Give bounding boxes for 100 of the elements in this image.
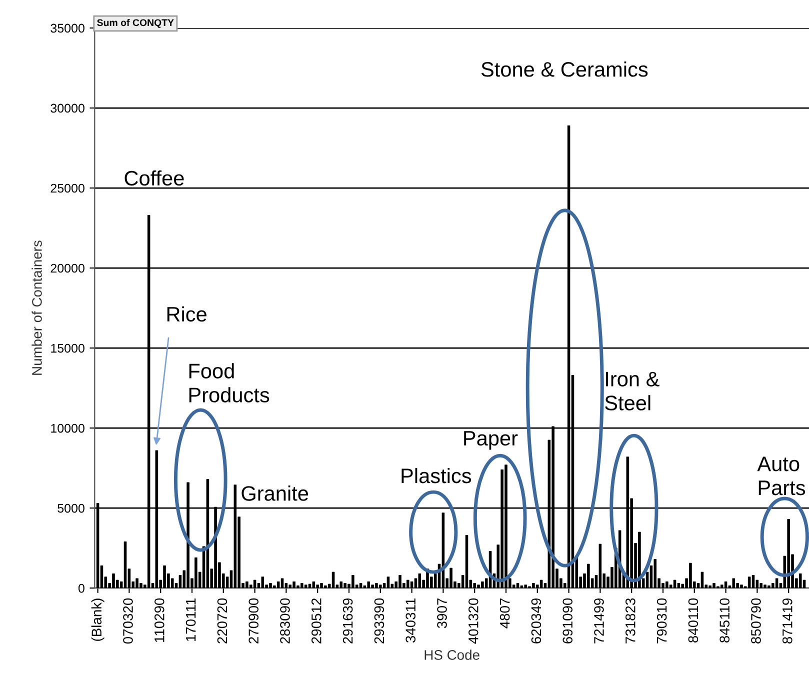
annotation: Paper xyxy=(464,431,518,450)
x-tick-label: 401320 xyxy=(468,598,478,644)
bar xyxy=(246,581,248,588)
bar xyxy=(276,581,280,588)
bar xyxy=(320,583,323,588)
x-tick-label: 283090 xyxy=(280,598,290,644)
x-tick-label: 293390 xyxy=(374,598,384,644)
bar xyxy=(732,578,736,588)
x-tick-label: 340311 xyxy=(406,598,416,643)
x-tick-label: 840110 xyxy=(688,598,698,642)
bar xyxy=(516,583,520,588)
bar xyxy=(689,562,692,588)
bar xyxy=(304,584,308,588)
bar xyxy=(524,584,528,588)
annotation: Auto Parts xyxy=(757,456,806,496)
x-tick-label: 790310 xyxy=(656,598,667,644)
bar xyxy=(654,559,657,588)
x-tick-label: 270900 xyxy=(248,598,259,644)
bar xyxy=(163,565,166,588)
x-tick-label: 850790 xyxy=(751,598,761,644)
y-tick-label: 10000 xyxy=(51,424,84,433)
bar xyxy=(136,578,138,588)
x-tick-label: 721499 xyxy=(594,598,604,644)
bar xyxy=(418,573,422,588)
bar xyxy=(312,581,316,588)
x-tick-label: 220720 xyxy=(217,598,228,644)
bar xyxy=(292,581,296,588)
annotation: Stone & Ceramics xyxy=(481,61,648,77)
bar xyxy=(261,576,264,588)
x-tick-label: 3907 xyxy=(437,598,447,628)
x-tick-label: 170111 xyxy=(186,598,196,642)
bar xyxy=(720,584,724,588)
y-tick-label: 20000 xyxy=(50,264,84,273)
y-tick-label: 30000 xyxy=(50,104,84,113)
text: Sum of CONQTY xyxy=(97,18,174,28)
annotation: Rice xyxy=(167,306,206,322)
bar xyxy=(124,541,127,588)
bar xyxy=(340,581,343,588)
bar xyxy=(798,573,802,588)
bar xyxy=(532,583,535,588)
annotation: Food Products xyxy=(189,363,270,402)
annotation: Iron & Steel xyxy=(605,372,660,410)
bar xyxy=(638,532,641,588)
bar xyxy=(352,575,354,588)
bar xyxy=(406,580,410,588)
x-tick-label: 871419 xyxy=(782,598,792,644)
x-tick-label: 070320 xyxy=(123,598,133,644)
bar xyxy=(712,583,716,588)
bar xyxy=(332,572,335,588)
x-axis-title: HS Code xyxy=(424,650,480,660)
x-tick-label: 291639 xyxy=(342,598,353,644)
bar xyxy=(280,578,284,588)
x-tick-label: 620349 xyxy=(531,598,542,644)
bar xyxy=(700,572,704,588)
bar xyxy=(269,583,272,588)
bar xyxy=(673,580,676,588)
bar xyxy=(273,585,276,588)
y-axis-title: Number of Containers xyxy=(32,240,42,375)
bar xyxy=(359,583,362,588)
bar xyxy=(371,584,374,588)
bar xyxy=(666,581,668,588)
y-tick-label: 35000 xyxy=(50,24,84,33)
bar xyxy=(288,584,292,588)
bar xyxy=(775,578,778,588)
x-tick-label: 4807 xyxy=(500,598,510,628)
x-tick-label: 110290 xyxy=(154,598,164,642)
bar xyxy=(296,585,300,588)
bar xyxy=(768,585,770,588)
x-tick-label: (Blank) xyxy=(91,598,104,641)
bar xyxy=(363,585,366,588)
y-tick-label: 0 xyxy=(78,584,84,593)
y-tick-label: 5000 xyxy=(58,504,84,513)
bar xyxy=(398,575,402,588)
bar xyxy=(375,583,378,588)
bar xyxy=(708,585,712,588)
bar xyxy=(740,584,743,588)
bar xyxy=(752,575,755,588)
annotation: Plastics xyxy=(402,468,472,484)
x-tick-label: 691090 xyxy=(562,598,573,644)
x-tick-label: 731823 xyxy=(625,598,636,644)
y-tick-label: 25000 xyxy=(50,184,84,193)
bar xyxy=(112,573,115,588)
bar xyxy=(386,576,390,588)
bar xyxy=(344,583,346,588)
annotation: Granite xyxy=(242,486,308,501)
bar xyxy=(450,568,452,588)
bar xyxy=(760,583,763,588)
bar xyxy=(764,584,766,588)
bar xyxy=(308,584,312,588)
bar xyxy=(465,535,468,588)
x-tick-label: 290512 xyxy=(311,598,322,644)
bar xyxy=(520,585,524,588)
bar xyxy=(300,583,304,588)
x-tick-label: 845110 xyxy=(720,598,730,642)
bar xyxy=(194,557,198,588)
bar xyxy=(587,564,590,588)
y-tick-label: 15000 xyxy=(51,344,84,353)
bar xyxy=(324,585,327,588)
bar xyxy=(367,581,370,588)
annotation: Coffee xyxy=(124,170,184,186)
